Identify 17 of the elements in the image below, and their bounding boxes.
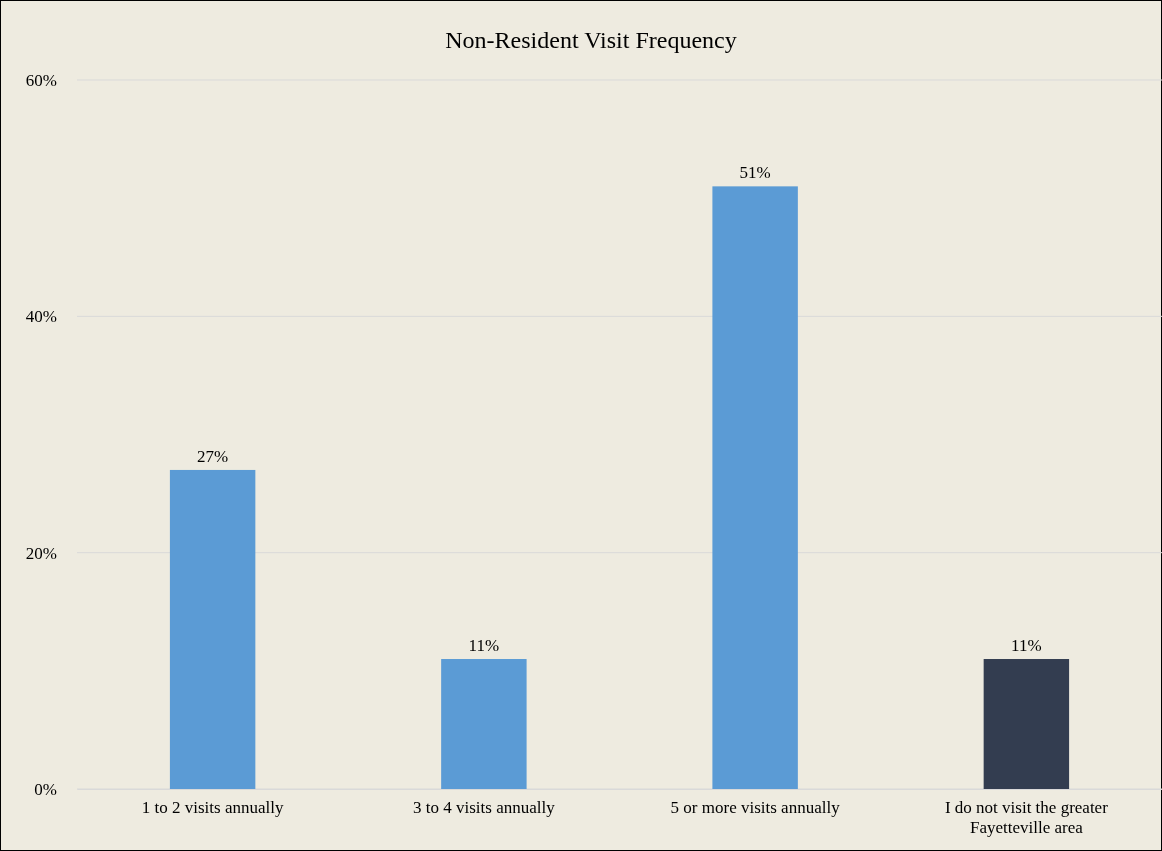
y-tick-label: 0% — [34, 779, 57, 799]
bar — [441, 659, 527, 789]
x-tick-label: I do not visit the greater Fayetteville area — [944, 798, 1109, 838]
chart-title: Non-Resident Visit Frequency — [445, 27, 737, 53]
y-tick-label: 20% — [25, 543, 57, 563]
bar — [983, 659, 1070, 789]
y-tick-label: 40% — [25, 307, 57, 327]
data-label: 11% — [468, 636, 500, 656]
x-tick-label: 5 or more visits annually — [670, 798, 841, 818]
data-label: 27% — [197, 446, 229, 466]
x-tick-label: 1 to 2 visits annually — [141, 798, 284, 818]
data-label: 51% — [739, 163, 771, 183]
data-label: 11% — [1011, 636, 1042, 656]
bar — [712, 186, 798, 789]
y-tick-label: 60% — [25, 70, 57, 90]
x-tick-label: 3 to 4 visits annually — [413, 798, 556, 818]
bar — [169, 469, 256, 789]
